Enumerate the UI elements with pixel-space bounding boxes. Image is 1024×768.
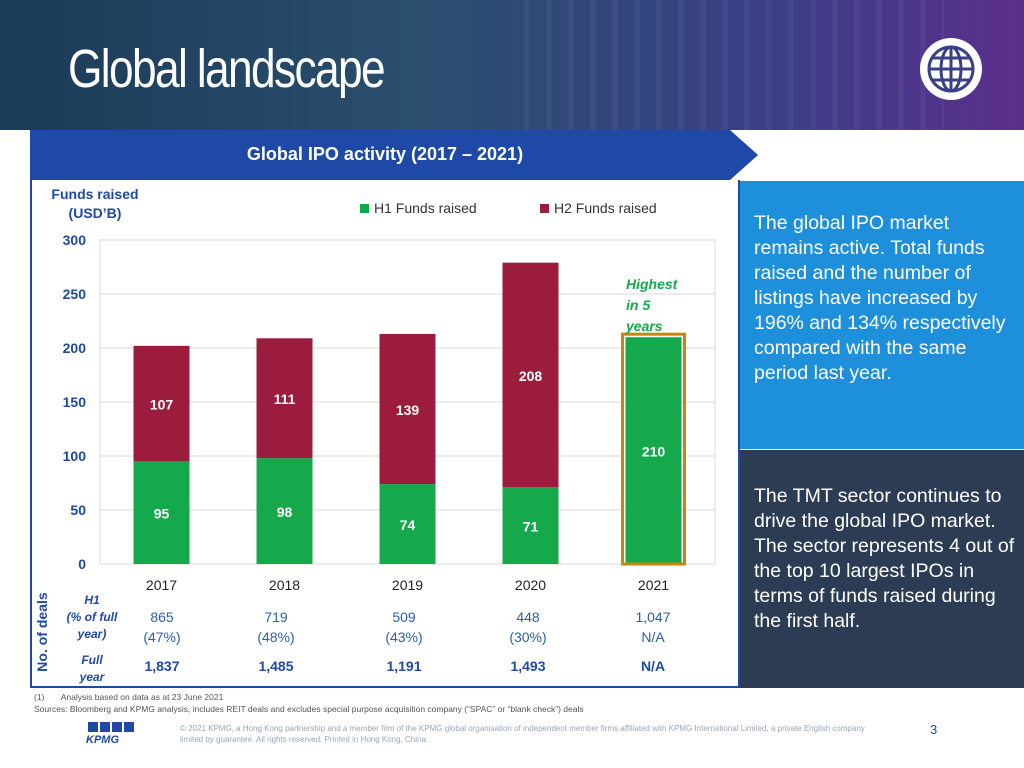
h1-row-label-line2: (% of full — [66, 610, 118, 624]
highest-note-line2: in 5 — [626, 297, 651, 313]
bar-h2-2019 — [379, 333, 436, 485]
footnote-1: (1) Analysis based on data as at 23 June… — [34, 692, 223, 702]
summary-text-bottom: The TMT sector continues to drive the gl… — [754, 485, 1015, 632]
data-label: 74 — [400, 517, 416, 533]
summary-panel-top: The global IPO market remains active. To… — [740, 181, 1024, 449]
full-year-deals-2019: 1,191 — [386, 658, 422, 674]
summary-panel-bottom: The TMT sector continues to drive the gl… — [740, 450, 1024, 688]
x-tick-label: 2018 — [269, 577, 300, 593]
h1-pct: (48%) — [257, 629, 295, 645]
bar-h2-2018 — [256, 338, 313, 459]
h1-row-label-line3: year) — [77, 627, 107, 641]
y-tick-label: 100 — [63, 448, 87, 464]
page-number: 3 — [930, 722, 938, 737]
data-label: 71 — [523, 519, 539, 535]
legend-swatch-h1 — [360, 203, 369, 213]
data-label: 210 — [642, 444, 666, 460]
highest-note-line3: years — [626, 318, 663, 334]
y-tick-label: 50 — [70, 502, 86, 518]
data-label: 139 — [396, 402, 420, 418]
sources-note: Sources: Bloomberg and KPMG analysis, in… — [34, 704, 584, 714]
h1-pct: (47%) — [143, 629, 181, 645]
bar-h1-2017 — [133, 461, 190, 564]
bar-h1-2021 — [625, 337, 682, 564]
legend-item-h1: H1 Funds raised — [360, 200, 477, 216]
h1-deals-2018: 719 (48%) — [236, 607, 316, 647]
h1-pct: (30%) — [509, 629, 547, 645]
deals-axis-label: No. of deals — [30, 588, 54, 684]
h1-deals-2017: 865 (47%) — [122, 607, 202, 647]
y-axis-title: Funds raised (USD’B) — [40, 185, 150, 223]
kpmg-logo-text: KPMG — [86, 734, 119, 744]
h1-count: 1,047 — [635, 609, 671, 625]
footnote-text: Analysis based on data as at 23 June 202… — [60, 692, 224, 702]
data-label: 98 — [277, 504, 293, 520]
h1-row-label: H1 (% of full year) — [56, 592, 128, 643]
bar-h2-2020 — [502, 262, 559, 488]
highest-note-line1: Highest — [626, 276, 678, 292]
legend-swatch-h2 — [540, 203, 549, 213]
x-tick-label: 2021 — [638, 577, 669, 593]
h1-pct: N/A — [641, 629, 665, 645]
header-background-graphic — [524, 0, 944, 130]
data-label: 208 — [519, 368, 543, 384]
y-axis-title-line2: (USD’B) — [68, 205, 122, 221]
full-year-row-label-line2: year — [79, 670, 105, 684]
highlight-box-2021 — [621, 332, 686, 566]
full-year-row-label-line1: Full — [81, 653, 103, 667]
y-tick-label: 250 — [63, 286, 87, 302]
deals-axis-label-text: No. of deals — [34, 592, 50, 672]
kpmg-logo: KPMG — [86, 722, 134, 744]
footnote-number: (1) — [34, 692, 45, 702]
h1-pct: (43%) — [385, 629, 423, 645]
full-year-deals-2020: 1,493 — [510, 658, 546, 674]
full-year-deals-2017: 1,837 — [144, 658, 180, 674]
full-year-row-label: Full year — [56, 652, 128, 686]
h1-count: 509 — [392, 609, 416, 625]
globe-icon — [920, 38, 982, 100]
h1-deals-2020: 448 (30%) — [488, 607, 568, 647]
legend-label-h2: H2 Funds raised — [554, 200, 657, 216]
full-year-deals-2021: N/A — [640, 658, 666, 674]
chart-frame — [30, 180, 740, 688]
h1-count: 719 — [264, 609, 288, 625]
x-tick-label: 2020 — [515, 577, 546, 593]
highest-note: Highest in 5 years — [626, 274, 677, 337]
full-year-deals-2018: 1,485 — [258, 658, 294, 674]
h1-row-label-line1: H1 — [84, 593, 100, 607]
data-label: 111 — [274, 391, 296, 407]
bar-h1-2019 — [379, 484, 436, 564]
y-tick-label: 300 — [63, 232, 87, 248]
y-tick-label: 200 — [63, 340, 87, 356]
legend-label-h1: H1 Funds raised — [374, 200, 477, 216]
chart-title: Global IPO activity (2017 – 2021) — [246, 144, 524, 164]
h1-count: 448 — [516, 609, 540, 625]
header-banner: Global landscape — [0, 0, 1024, 130]
bar-h1-2020 — [502, 487, 559, 564]
copyright-notice: © 2021 KPMG, a Hong Kong partnership and… — [180, 724, 865, 744]
page-title: Global landscape — [68, 39, 386, 99]
chart-title-band — [30, 130, 758, 180]
y-axis-title-line1: Funds raised — [51, 186, 139, 202]
summary-text-top: The global IPO market remains active. To… — [754, 212, 1006, 384]
x-tick-label: 2019 — [392, 577, 423, 593]
y-tick-label: 150 — [63, 394, 87, 410]
y-tick-label: 0 — [78, 556, 86, 572]
bar-h2-2017 — [133, 345, 190, 462]
legend-item-h2: H2 Funds raised — [540, 200, 657, 216]
bar-h1-2018 — [256, 458, 313, 564]
data-label: 95 — [154, 506, 170, 522]
h1-deals-2019: 509 (43%) — [364, 607, 444, 647]
h1-deals-2021: 1,047 N/A — [613, 607, 693, 647]
x-tick-label: 2017 — [146, 577, 177, 593]
data-label: 107 — [150, 397, 174, 413]
h1-count: 865 — [150, 609, 174, 625]
